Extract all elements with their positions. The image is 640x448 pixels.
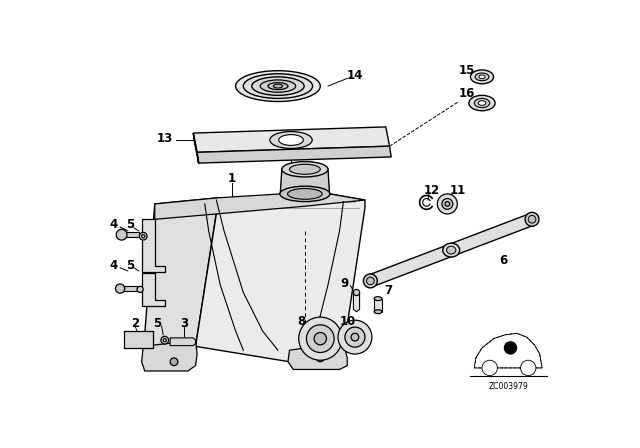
Text: 12: 12	[424, 184, 440, 197]
Circle shape	[445, 202, 450, 206]
Text: 3: 3	[180, 317, 188, 330]
Ellipse shape	[289, 164, 320, 174]
Ellipse shape	[528, 215, 536, 223]
Ellipse shape	[287, 189, 322, 199]
Ellipse shape	[364, 274, 378, 288]
Text: 5: 5	[153, 317, 161, 330]
Ellipse shape	[478, 101, 486, 105]
Polygon shape	[374, 299, 382, 312]
Circle shape	[437, 194, 458, 214]
Ellipse shape	[447, 246, 456, 254]
Polygon shape	[143, 198, 219, 354]
Text: 5: 5	[126, 218, 134, 231]
Circle shape	[141, 235, 145, 238]
Circle shape	[351, 333, 359, 341]
Ellipse shape	[236, 71, 320, 102]
Polygon shape	[141, 340, 197, 371]
Polygon shape	[288, 343, 348, 370]
Circle shape	[115, 284, 125, 293]
Circle shape	[299, 317, 342, 360]
Text: 11: 11	[449, 184, 465, 197]
Text: 4: 4	[110, 259, 118, 272]
Text: 9: 9	[341, 277, 349, 290]
Ellipse shape	[367, 277, 374, 285]
FancyBboxPatch shape	[124, 331, 153, 348]
Circle shape	[163, 339, 166, 342]
Ellipse shape	[475, 73, 489, 81]
Circle shape	[170, 358, 178, 366]
Ellipse shape	[474, 99, 490, 108]
Polygon shape	[141, 220, 164, 271]
Ellipse shape	[479, 75, 485, 79]
Ellipse shape	[443, 243, 460, 257]
Polygon shape	[196, 194, 365, 362]
Circle shape	[353, 289, 360, 296]
Circle shape	[161, 336, 168, 344]
Polygon shape	[155, 194, 365, 220]
Ellipse shape	[374, 310, 382, 314]
Text: 7: 7	[384, 284, 392, 297]
Circle shape	[504, 342, 516, 354]
Ellipse shape	[252, 77, 304, 95]
Text: 10: 10	[340, 315, 356, 328]
Polygon shape	[193, 133, 198, 163]
Text: 16: 16	[458, 87, 475, 100]
Ellipse shape	[469, 95, 495, 111]
Circle shape	[442, 198, 452, 209]
Polygon shape	[141, 273, 164, 306]
Polygon shape	[193, 127, 390, 152]
Circle shape	[345, 327, 365, 347]
Text: 1: 1	[228, 172, 236, 185]
Circle shape	[307, 325, 334, 353]
Circle shape	[314, 332, 326, 345]
Text: 2: 2	[131, 317, 140, 330]
Ellipse shape	[268, 82, 288, 90]
Circle shape	[520, 360, 536, 375]
Text: 15: 15	[458, 64, 475, 77]
Circle shape	[316, 354, 324, 362]
Polygon shape	[368, 214, 534, 287]
Text: 6: 6	[499, 254, 508, 267]
Ellipse shape	[525, 212, 539, 226]
Ellipse shape	[282, 162, 328, 177]
Circle shape	[140, 233, 147, 240]
Circle shape	[482, 360, 497, 375]
Text: ZC003979: ZC003979	[489, 382, 529, 391]
Text: 4: 4	[110, 218, 118, 231]
Circle shape	[137, 286, 143, 293]
Ellipse shape	[280, 186, 330, 202]
Text: 8: 8	[297, 315, 305, 328]
Ellipse shape	[270, 132, 312, 148]
Text: 5: 5	[126, 259, 134, 272]
Text: 14: 14	[347, 69, 363, 82]
Polygon shape	[197, 146, 391, 163]
Ellipse shape	[260, 80, 296, 92]
Ellipse shape	[273, 84, 283, 88]
Circle shape	[338, 320, 372, 354]
Polygon shape	[280, 169, 330, 194]
Text: 13: 13	[157, 132, 173, 145]
Ellipse shape	[243, 74, 312, 99]
Polygon shape	[353, 293, 360, 312]
Polygon shape	[122, 233, 140, 237]
Circle shape	[116, 229, 127, 240]
Polygon shape	[170, 338, 196, 345]
Ellipse shape	[470, 70, 493, 84]
Polygon shape	[120, 286, 137, 291]
Ellipse shape	[279, 134, 303, 146]
Ellipse shape	[374, 297, 382, 301]
